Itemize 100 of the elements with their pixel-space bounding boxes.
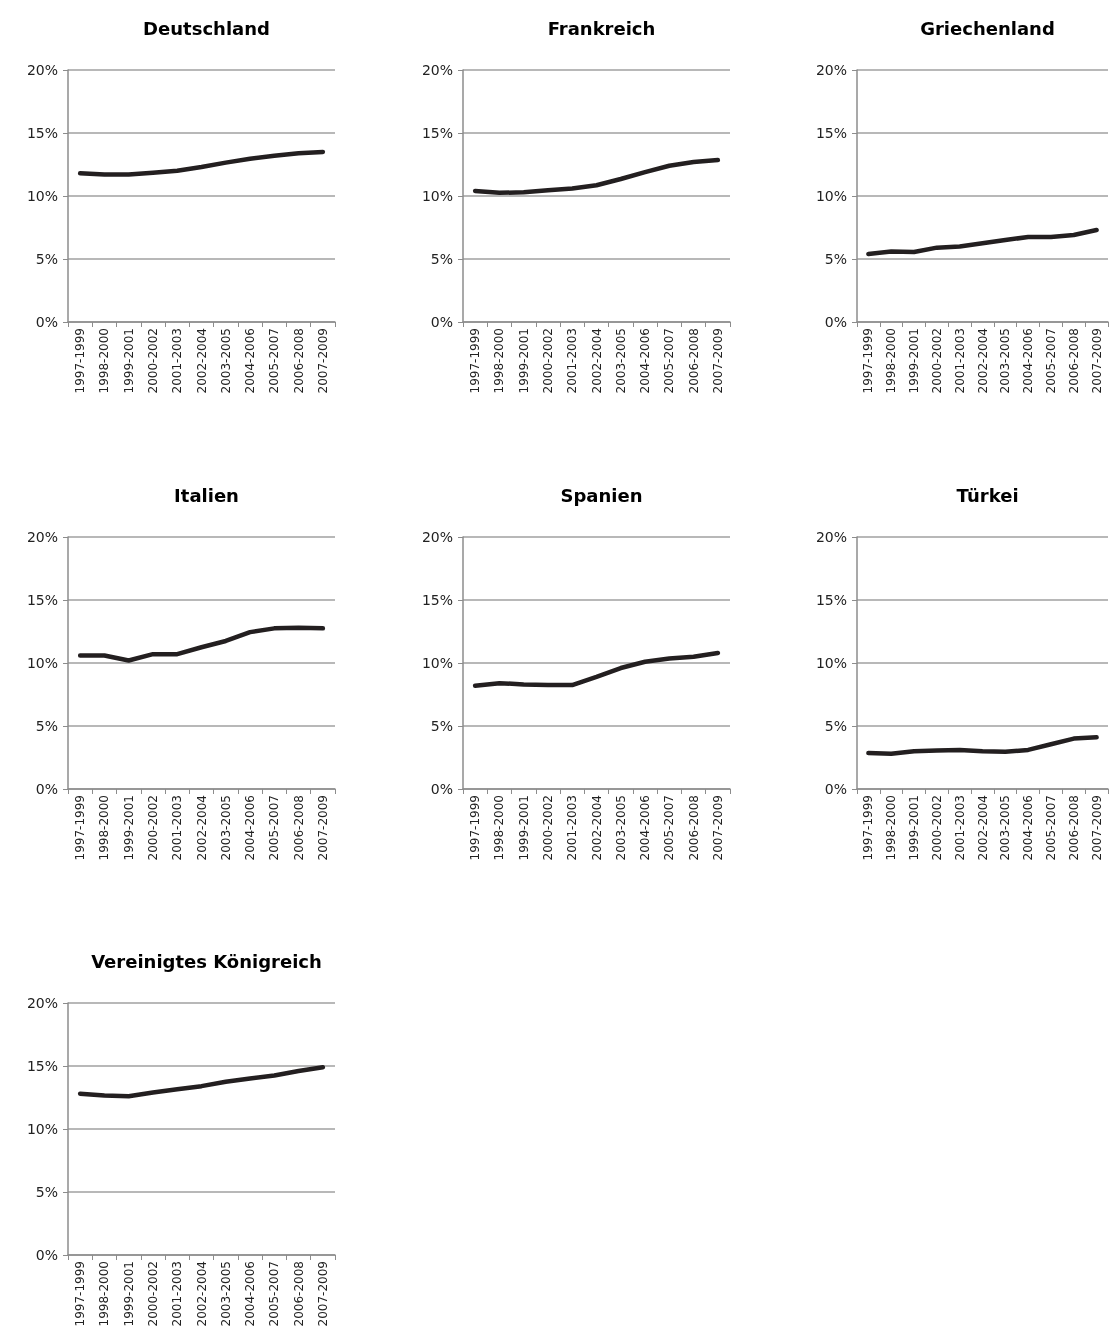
chart-title: Frankreich xyxy=(547,17,656,39)
x-tick-label: 2007-2009 xyxy=(315,795,330,861)
x-tick-label: 2006-2008 xyxy=(1066,795,1081,861)
y-tick-label: 0% xyxy=(35,781,58,797)
x-tick-label: 1999-2001 xyxy=(121,1261,136,1327)
y-tick-label: 10% xyxy=(421,655,453,671)
x-tick-label: 1997-1999 xyxy=(468,795,483,861)
y-tick-label: 20% xyxy=(815,529,847,545)
x-tick-label: 2002-2004 xyxy=(975,795,990,861)
y-tick-label: 20% xyxy=(26,995,58,1011)
y-tick-label: 5% xyxy=(35,718,58,734)
chart-title: Griechenland xyxy=(920,17,1055,39)
x-tick-label: 1997-1999 xyxy=(861,328,876,394)
x-tick-label: 2007-2009 xyxy=(1089,795,1104,861)
y-tick-label: 5% xyxy=(430,718,453,734)
x-tick-label: 2001-2003 xyxy=(565,328,580,394)
chart-title: Vereinigtes Königreich xyxy=(91,950,322,972)
x-tick-label: 2002-2004 xyxy=(194,328,209,394)
line-series xyxy=(77,149,326,177)
x-tick-label: 2003-2005 xyxy=(613,328,628,394)
y-tick-label: 5% xyxy=(824,718,847,734)
x-tick-label: 2004-2006 xyxy=(638,328,653,394)
y-tick-label: 20% xyxy=(421,529,453,545)
x-tick-label: 1999-2001 xyxy=(516,795,531,861)
chart-title: Italien xyxy=(174,484,239,506)
x-tick-label: 2004-2006 xyxy=(1021,795,1036,861)
x-tick-label: 1997-1999 xyxy=(73,328,88,394)
x-tick-label: 1998-2000 xyxy=(97,1261,112,1327)
line-series xyxy=(472,157,721,196)
y-tick-label: 15% xyxy=(815,125,847,141)
x-tick-label: 2001-2003 xyxy=(170,795,185,861)
x-tick-label: 2003-2005 xyxy=(998,795,1013,861)
x-tick-label: 2001-2003 xyxy=(565,795,580,861)
x-tick-label: 2004-2006 xyxy=(1021,328,1036,394)
x-tick-label: 2003-2005 xyxy=(218,795,233,861)
y-tick-label: 20% xyxy=(815,62,847,78)
x-tick-label: 1998-2000 xyxy=(97,795,112,861)
y-tick-label: 0% xyxy=(824,314,847,330)
y-tick-label: 10% xyxy=(815,188,847,204)
line-series xyxy=(77,625,326,663)
x-tick-label: 2005-2007 xyxy=(267,1261,282,1327)
x-tick-label: 1997-1999 xyxy=(73,795,88,861)
y-tick-label: 0% xyxy=(430,314,453,330)
y-tick-label: 10% xyxy=(815,655,847,671)
y-tick-label: 20% xyxy=(421,62,453,78)
x-tick-label: 2000-2002 xyxy=(929,795,944,861)
x-tick-label: 2001-2003 xyxy=(170,1261,185,1327)
x-tick-label: 2006-2008 xyxy=(291,1261,306,1327)
x-tick-label: 2000-2002 xyxy=(540,328,555,394)
x-tick-label: 2005-2007 xyxy=(662,795,677,861)
y-tick-label: 20% xyxy=(26,62,58,78)
x-tick-label: 2007-2009 xyxy=(315,1261,330,1327)
y-tick-label: 10% xyxy=(26,188,58,204)
x-tick-label: 2000-2002 xyxy=(145,1261,160,1327)
y-tick-label: 15% xyxy=(815,592,847,608)
x-tick-label: 1999-2001 xyxy=(907,795,922,861)
line-series xyxy=(866,735,1099,756)
x-tick-label: 1999-2001 xyxy=(516,328,531,394)
y-tick-label: 15% xyxy=(26,1058,58,1074)
x-tick-label: 2005-2007 xyxy=(267,328,282,394)
x-tick-label: 2005-2007 xyxy=(267,795,282,861)
x-tick-label: 2000-2002 xyxy=(145,328,160,394)
x-tick-label: 2006-2008 xyxy=(291,795,306,861)
y-tick-label: 5% xyxy=(35,1184,58,1200)
x-tick-label: 1998-2000 xyxy=(492,795,507,861)
y-tick-label: 15% xyxy=(26,592,58,608)
x-tick-label: 2001-2003 xyxy=(952,328,967,394)
x-tick-label: 2004-2006 xyxy=(243,1261,258,1327)
x-tick-label: 2001-2003 xyxy=(170,328,185,394)
x-tick-label: 2005-2007 xyxy=(1043,795,1058,861)
chart-title: Türkei xyxy=(956,484,1019,506)
x-tick-label: 2002-2004 xyxy=(194,795,209,861)
chart-title: Deutschland xyxy=(143,17,270,39)
x-tick-label: 2002-2004 xyxy=(589,328,604,394)
x-tick-label: 2002-2004 xyxy=(589,795,604,861)
x-tick-label: 1999-2001 xyxy=(121,795,136,861)
x-tick-label: 1997-1999 xyxy=(861,795,876,861)
y-tick-label: 20% xyxy=(26,529,58,545)
x-tick-label: 2005-2007 xyxy=(662,328,677,394)
x-tick-label: 2003-2005 xyxy=(218,328,233,394)
x-tick-label: 1999-2001 xyxy=(907,328,922,394)
x-tick-label: 2007-2009 xyxy=(710,328,725,394)
x-tick-label: 2000-2002 xyxy=(540,795,555,861)
x-tick-label: 2005-2007 xyxy=(1043,328,1058,394)
y-tick-label: 5% xyxy=(35,251,58,267)
x-tick-label: 1998-2000 xyxy=(492,328,507,394)
x-tick-label: 2002-2004 xyxy=(194,1261,209,1327)
line-series xyxy=(472,650,721,688)
x-tick-label: 2000-2002 xyxy=(145,795,160,861)
x-tick-label: 2002-2004 xyxy=(975,328,990,394)
y-tick-label: 0% xyxy=(35,314,58,330)
y-tick-label: 0% xyxy=(824,781,847,797)
chart-title: Spanien xyxy=(560,484,643,506)
line-series xyxy=(866,227,1099,257)
x-tick-label: 1997-1999 xyxy=(73,1261,88,1327)
x-tick-label: 2007-2009 xyxy=(1089,328,1104,394)
y-tick-label: 15% xyxy=(26,125,58,141)
y-tick-label: 5% xyxy=(430,251,453,267)
y-tick-label: 15% xyxy=(421,125,453,141)
x-tick-label: 2006-2008 xyxy=(1066,328,1081,394)
